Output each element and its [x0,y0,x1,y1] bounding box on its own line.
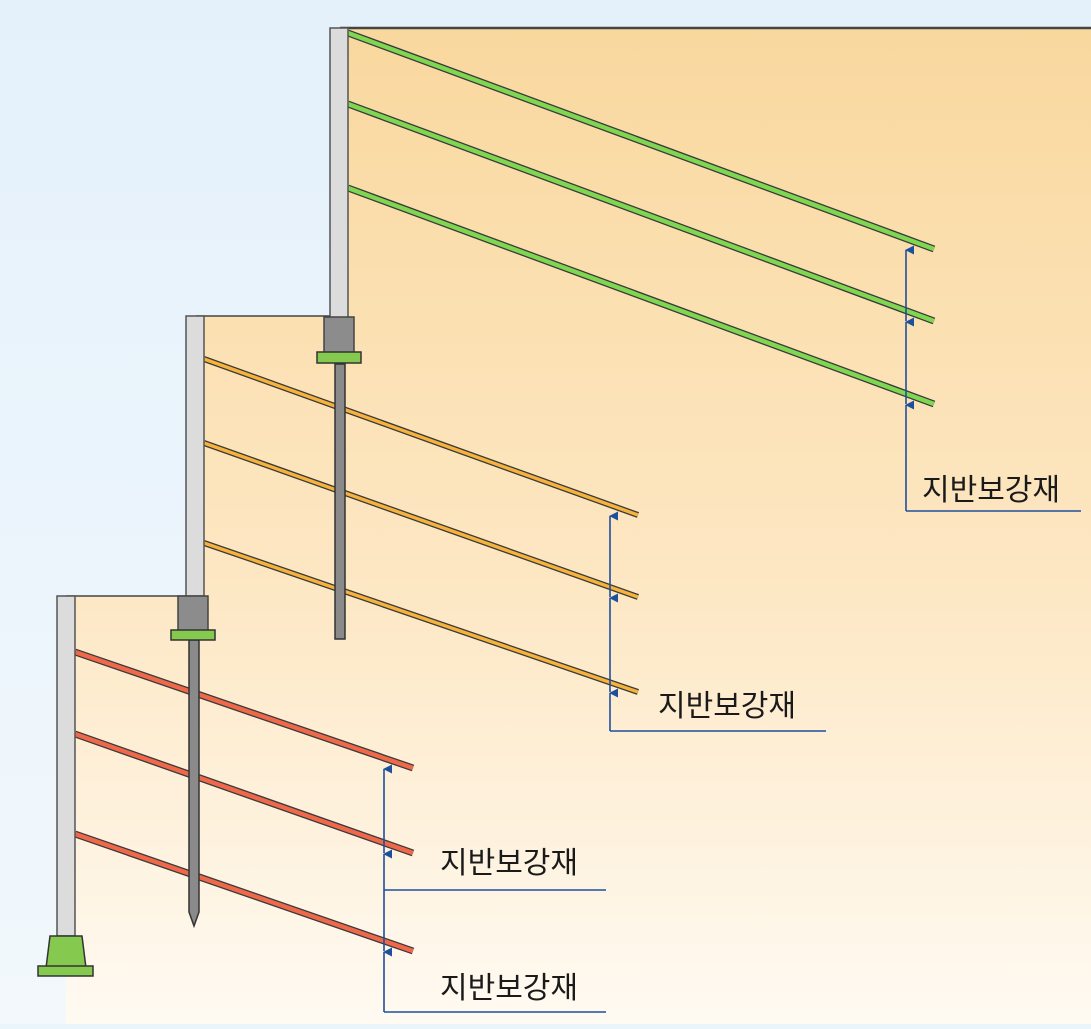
middle-reinforcement-strip-2 [202,440,640,600]
upper-wall-panel [329,27,349,319]
lower-footing-base [37,965,94,977]
middle-cap-block [177,595,209,633]
middle-wall-panel [185,315,205,597]
middle-cap-plate [170,629,216,641]
lower-footing-block [45,935,87,969]
lower-reinforcement-strip-1 [73,648,415,772]
reinforcement-layer [73,29,936,955]
soil-backfill [66,28,1091,1024]
upper-reinforcement-strip-1 [346,29,936,253]
upper-reinforcement-strip-3 [346,184,936,408]
upper-cap-block [323,316,355,354]
middle-reinforcement-strip-3 [203,540,639,695]
upper-cap-plate [316,351,362,364]
middle-reinforcement-label: 지반보강재 [658,689,796,724]
middle-anchor-pile [188,639,200,929]
lower-reinforcement-strip-2 [73,730,415,857]
upper-reinforcement-label: 지반보강재 [922,473,1060,508]
lower-reinforcement-strip-3 [73,830,415,955]
upper-anchor-pile [334,363,346,640]
middle-reinforcement-strip-1 [202,356,640,518]
dimension-layer [383,245,915,1012]
lower-reinforcement-label-1: 지반보강재 [440,846,578,881]
lower-reinforcement-label-2: 지반보강재 [440,971,578,1006]
lower-wall-panel [56,595,76,937]
upper-reinforcement-strip-2 [346,100,936,325]
